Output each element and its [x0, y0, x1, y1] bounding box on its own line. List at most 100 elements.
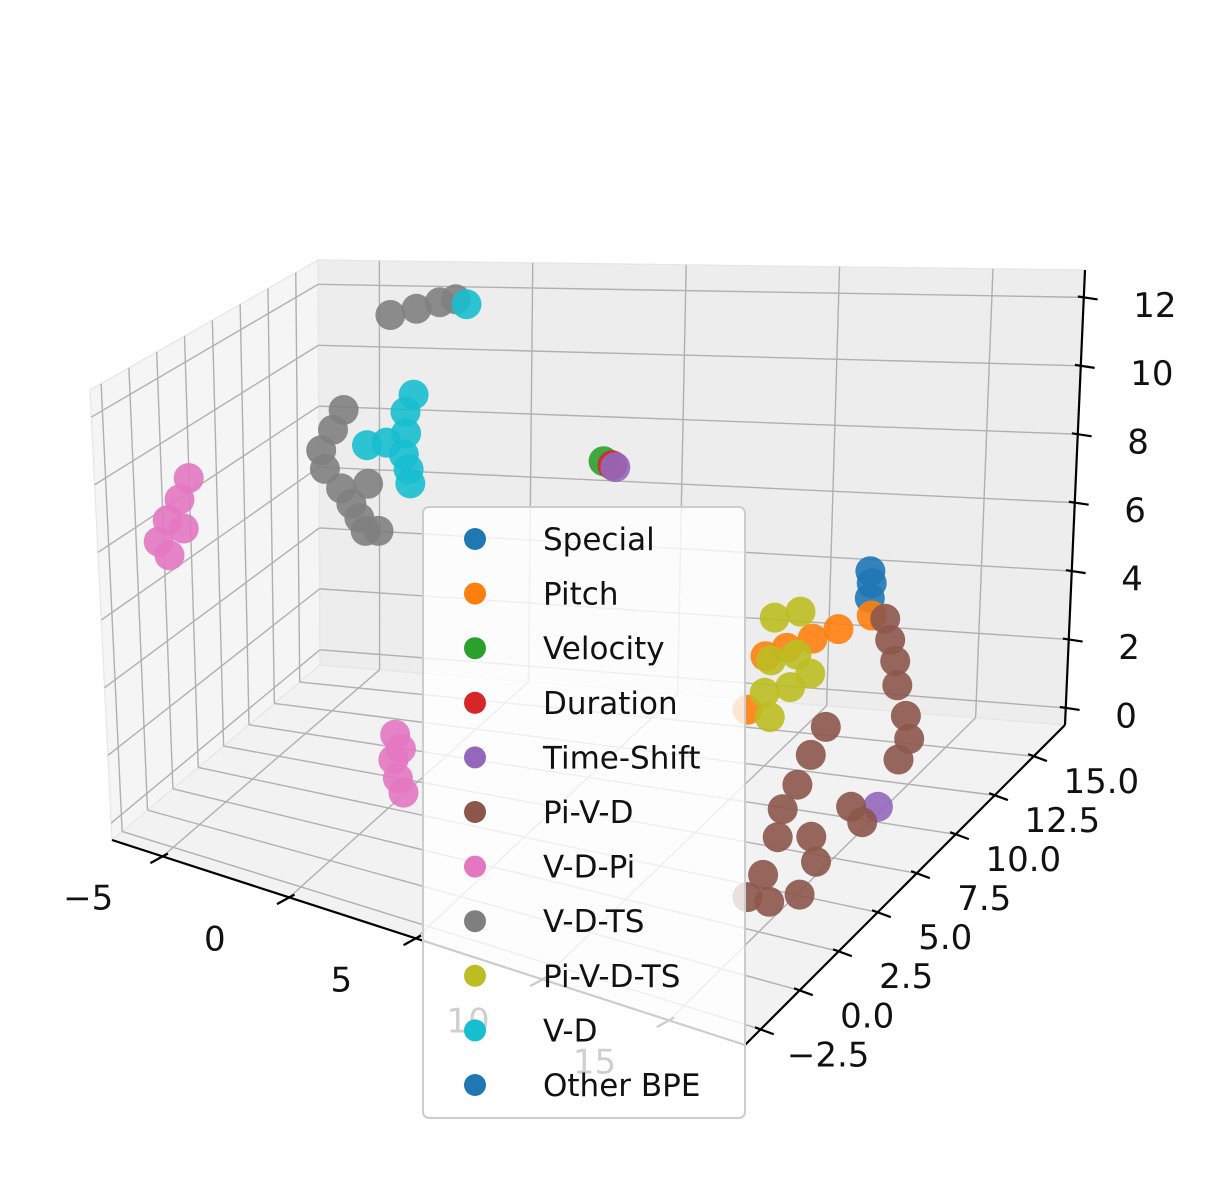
- legend-marker: [464, 528, 486, 550]
- legend-item: Special: [464, 522, 655, 558]
- z-grid-left: [107, 588, 321, 756]
- data-point: [784, 879, 815, 910]
- y-tick-label: 0.0: [840, 996, 894, 1036]
- legend-marker: [464, 1074, 486, 1096]
- data-point: [385, 733, 416, 764]
- z-tick-mark: [1059, 705, 1080, 712]
- series-pi-v-d-ts: [749, 596, 826, 733]
- x-tick-mark: [149, 852, 169, 865]
- z-axis-line: [1063, 269, 1087, 726]
- x-grid-back: [974, 268, 994, 718]
- series-v-d-ts: [306, 284, 471, 546]
- z-grid-back: [318, 405, 1078, 435]
- z-grid-back: [318, 283, 1084, 299]
- legend-label: Time-Shift: [542, 740, 701, 776]
- data-points: [143, 284, 925, 917]
- y-tick-mark: [988, 792, 1009, 802]
- y-tick-mark: [832, 948, 853, 958]
- data-point: [795, 658, 826, 689]
- z-grid-left: [97, 405, 320, 553]
- data-point: [390, 396, 421, 427]
- data-point: [395, 468, 426, 499]
- z-tick-mark: [1062, 637, 1083, 643]
- y-grid-left: [267, 288, 276, 704]
- legend-label: V-D: [543, 1013, 597, 1049]
- data-point: [388, 777, 419, 808]
- y-grid-left: [156, 351, 174, 789]
- data-point: [754, 886, 785, 917]
- y-tick-mark: [910, 870, 931, 880]
- z-grid-back: [318, 466, 1075, 504]
- data-point: [154, 540, 185, 571]
- legend-box: [422, 506, 746, 1119]
- data-point: [795, 739, 826, 770]
- data-point: [600, 452, 631, 483]
- legend-label: Duration: [543, 686, 678, 722]
- legend-label: Pi-V-D: [543, 795, 633, 831]
- legend: Special Pitch Velocity Duration Time-Shift Pi…: [422, 506, 746, 1119]
- data-point: [882, 670, 913, 701]
- legend-label: Pi-V-D-TS: [543, 959, 680, 995]
- y-tick-mark: [871, 909, 892, 919]
- z-grid-left: [100, 466, 320, 621]
- data-point: [880, 646, 911, 677]
- legend-item: V-D: [464, 1013, 597, 1049]
- legend-marker: [464, 855, 486, 878]
- legend-label: Other BPE: [543, 1068, 700, 1104]
- z-tick-label: 8: [1127, 423, 1149, 463]
- y-tick-label: 10.0: [985, 840, 1061, 880]
- z-tick-label: 10: [1130, 354, 1173, 394]
- y-grid-left: [239, 304, 250, 725]
- x-tick-label: −5: [63, 878, 113, 918]
- legend-item: Pitch: [464, 577, 618, 613]
- legend-item: Pi-V-D-TS: [464, 959, 680, 995]
- data-point: [759, 602, 790, 633]
- z-tick-mark: [1071, 432, 1092, 438]
- legend-item: Time-Shift: [464, 740, 701, 776]
- y-grid-left: [128, 367, 149, 811]
- z-grid-left: [110, 649, 321, 824]
- series-pi-v-d: [732, 603, 925, 917]
- y-tick-label: 7.5: [957, 879, 1011, 919]
- legend-item: Duration: [464, 686, 678, 722]
- legend-item: Velocity: [464, 631, 665, 667]
- x-tick-mark: [276, 893, 296, 906]
- y-tick-label: 12.5: [1024, 801, 1100, 841]
- data-point: [168, 513, 199, 544]
- z-grid-left: [90, 283, 319, 418]
- y-tick-mark: [793, 987, 814, 997]
- y-tick-label: 15.0: [1063, 762, 1139, 802]
- data-point: [801, 846, 831, 877]
- data-point: [749, 677, 780, 708]
- y-grid-left: [211, 320, 225, 747]
- z-tick-mark: [1077, 295, 1098, 301]
- y-tick-mark: [949, 831, 970, 841]
- z-grid-left: [94, 344, 319, 486]
- y-axis-line: [744, 724, 1066, 1046]
- data-point: [796, 821, 827, 852]
- z-tick-mark: [1068, 500, 1089, 506]
- legend-label: V-D-TS: [543, 904, 644, 940]
- series-v-d-pi: [143, 463, 419, 808]
- y-tick-mark: [1027, 753, 1048, 763]
- data-point: [785, 596, 816, 627]
- z-tick-label: 12: [1133, 286, 1176, 326]
- data-point: [883, 744, 914, 775]
- data-point: [823, 614, 854, 645]
- z-tick-label: 6: [1124, 491, 1146, 531]
- series-v-d: [352, 289, 482, 499]
- x-tick-label: 5: [331, 960, 353, 1000]
- y-tick-label: 2.5: [879, 957, 933, 997]
- y-grid-left: [100, 383, 123, 832]
- z-grid-left: [104, 527, 320, 689]
- legend-label: Pitch: [543, 577, 618, 613]
- legend-marker: [464, 801, 486, 823]
- z-tick-label: 0: [1115, 696, 1137, 736]
- data-point: [756, 645, 786, 676]
- data-point: [375, 300, 406, 330]
- legend-label: V-D-Pi: [543, 850, 635, 886]
- z-tick-label: 2: [1118, 628, 1140, 668]
- x-grid-floor: [162, 669, 381, 857]
